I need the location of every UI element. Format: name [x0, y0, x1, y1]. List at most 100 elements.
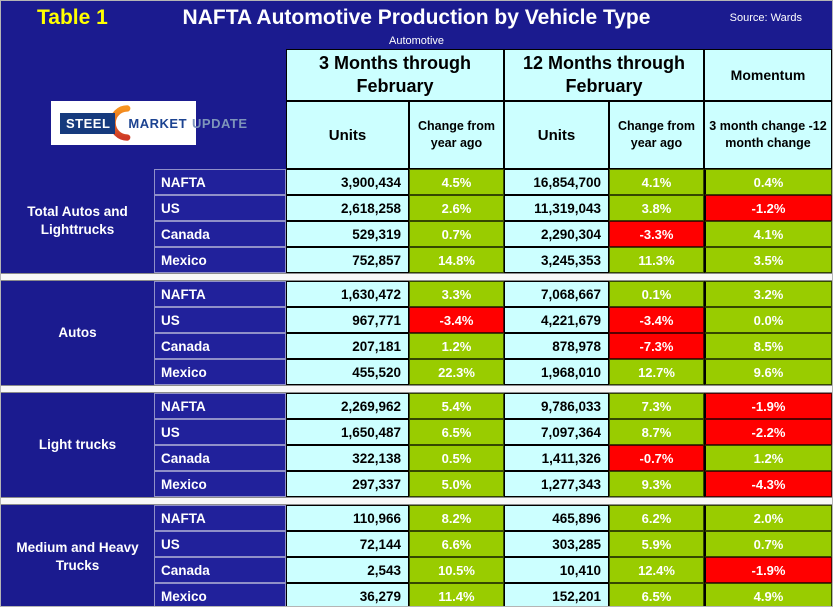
change-3mo-cell: 0.7%: [409, 221, 504, 247]
units-12mo-cell: 10,410: [504, 557, 609, 583]
region-label: NAFTA: [154, 393, 286, 419]
change-3mo-cell: 6.5%: [409, 419, 504, 445]
vehicle-type-group: Light trucks NAFTA 2,269,962 5.4% 9,786,…: [1, 393, 832, 497]
region-label: NAFTA: [154, 505, 286, 531]
table-row: Mexico 297,337 5.0% 1,277,343 9.3% -4.3%: [154, 471, 832, 497]
change-12mo-cell: 12.4%: [609, 557, 704, 583]
units-12mo-cell: 16,854,700: [504, 169, 609, 195]
region-label: Mexico: [154, 359, 286, 385]
units-12mo-cell: 1,277,343: [504, 471, 609, 497]
change-3mo-cell: 6.6%: [409, 531, 504, 557]
units-3mo-cell: 36,279: [286, 583, 409, 606]
logo-update: UPDATE: [192, 115, 248, 131]
region-label: US: [154, 307, 286, 333]
vehicle-type-group: Total Autos and Lighttrucks NAFTA 3,900,…: [1, 169, 832, 273]
units-3mo-cell: 455,520: [286, 359, 409, 385]
units-12mo-cell: 11,319,043: [504, 195, 609, 221]
change-3mo-cell: 0.5%: [409, 445, 504, 471]
header-row-top: 3 Months through February 12 Months thro…: [286, 49, 832, 101]
table-row: US 2,618,258 2.6% 11,319,043 3.8% -1.2%: [154, 195, 832, 221]
table-row: Canada 529,319 0.7% 2,290,304 -3.3% 4.1%: [154, 221, 832, 247]
table-row: NAFTA 1,630,472 3.3% 7,068,667 0.1% 3.2%: [154, 281, 832, 307]
table-header: STEEL MARKET UPDATE 3 Months through Feb…: [1, 49, 832, 169]
momentum-cell: 0.7%: [704, 531, 832, 557]
change-3mo-cell: 22.3%: [409, 359, 504, 385]
change-3mo-cell: 5.4%: [409, 393, 504, 419]
col-header-change-3mo: Change from year ago: [409, 101, 504, 169]
change-12mo-cell: 12.7%: [609, 359, 704, 385]
units-12mo-cell: 4,221,679: [504, 307, 609, 333]
table-row: NAFTA 3,900,434 4.5% 16,854,700 4.1% 0.4…: [154, 169, 832, 195]
page-title: NAFTA Automotive Production by Vehicle T…: [182, 6, 651, 29]
col-header-12-months: 12 Months through February: [504, 49, 704, 101]
momentum-cell: -1.2%: [704, 195, 832, 221]
units-12mo-cell: 9,786,033: [504, 393, 609, 419]
change-12mo-cell: -7.3%: [609, 333, 704, 359]
table-row: Canada 322,138 0.5% 1,411,326 -0.7% 1.2%: [154, 445, 832, 471]
change-3mo-cell: 2.6%: [409, 195, 504, 221]
vehicle-type-group: Autos NAFTA 1,630,472 3.3% 7,068,667 0.1…: [1, 281, 832, 385]
region-label: US: [154, 419, 286, 445]
change-12mo-cell: 6.2%: [609, 505, 704, 531]
col-header-momentum: Momentum: [704, 49, 832, 101]
units-12mo-cell: 303,285: [504, 531, 609, 557]
change-12mo-cell: 6.5%: [609, 583, 704, 606]
group-rows: NAFTA 1,630,472 3.3% 7,068,667 0.1% 3.2%…: [154, 281, 832, 385]
table-body: Total Autos and Lighttrucks NAFTA 3,900,…: [1, 169, 832, 606]
col-header-momentum-sub: 3 month change -12 month change: [704, 101, 832, 169]
units-12mo-cell: 7,097,364: [504, 419, 609, 445]
units-3mo-cell: 967,771: [286, 307, 409, 333]
change-3mo-cell: -3.4%: [409, 307, 504, 333]
column-headers: 3 Months through February 12 Months thro…: [286, 49, 832, 169]
group-rows: NAFTA 110,966 8.2% 465,896 6.2% 2.0% US …: [154, 505, 832, 606]
change-3mo-cell: 4.5%: [409, 169, 504, 195]
group-rows: NAFTA 3,900,434 4.5% 16,854,700 4.1% 0.4…: [154, 169, 832, 273]
table-row: US 1,650,487 6.5% 7,097,364 8.7% -2.2%: [154, 419, 832, 445]
group-separator: [1, 497, 832, 505]
units-3mo-cell: 3,900,434: [286, 169, 409, 195]
group-separator: [1, 273, 832, 281]
region-label: Mexico: [154, 247, 286, 273]
logo-market: MARKET: [128, 115, 188, 131]
region-label: NAFTA: [154, 169, 286, 195]
group-rows: NAFTA 2,269,962 5.4% 9,786,033 7.3% -1.9…: [154, 393, 832, 497]
col-header-3-months: 3 Months through February: [286, 49, 504, 101]
region-label: US: [154, 531, 286, 557]
units-3mo-cell: 297,337: [286, 471, 409, 497]
region-label: Canada: [154, 221, 286, 247]
units-3mo-cell: 529,319: [286, 221, 409, 247]
table-row: NAFTA 2,269,962 5.4% 9,786,033 7.3% -1.9…: [154, 393, 832, 419]
table-number-label: Table 1: [37, 6, 108, 29]
region-label: Mexico: [154, 471, 286, 497]
momentum-cell: -1.9%: [704, 557, 832, 583]
units-12mo-cell: 7,068,667: [504, 281, 609, 307]
momentum-cell: 1.2%: [704, 445, 832, 471]
change-3mo-cell: 10.5%: [409, 557, 504, 583]
header-row-sub: Units Change from year ago Units Change …: [286, 101, 832, 169]
subtitle: Automotive: [388, 35, 445, 47]
change-3mo-cell: 11.4%: [409, 583, 504, 606]
momentum-cell: 0.4%: [704, 169, 832, 195]
table-row: Mexico 752,857 14.8% 3,245,353 11.3% 3.5…: [154, 247, 832, 273]
change-3mo-cell: 3.3%: [409, 281, 504, 307]
units-3mo-cell: 2,269,962: [286, 393, 409, 419]
units-12mo-cell: 3,245,353: [504, 247, 609, 273]
units-3mo-cell: 207,181: [286, 333, 409, 359]
units-3mo-cell: 2,543: [286, 557, 409, 583]
change-12mo-cell: 5.9%: [609, 531, 704, 557]
change-12mo-cell: 3.8%: [609, 195, 704, 221]
table-row: US 967,771 -3.4% 4,221,679 -3.4% 0.0%: [154, 307, 832, 333]
col-header-change-12mo: Change from year ago: [609, 101, 704, 169]
change-12mo-cell: -3.4%: [609, 307, 704, 333]
change-12mo-cell: 11.3%: [609, 247, 704, 273]
region-label: US: [154, 195, 286, 221]
units-12mo-cell: 1,968,010: [504, 359, 609, 385]
group-label: Total Autos and Lighttrucks: [1, 169, 154, 273]
region-label: NAFTA: [154, 281, 286, 307]
change-12mo-cell: 0.1%: [609, 281, 704, 307]
region-label: Mexico: [154, 583, 286, 606]
units-12mo-cell: 465,896: [504, 505, 609, 531]
change-12mo-cell: 7.3%: [609, 393, 704, 419]
momentum-cell: 3.2%: [704, 281, 832, 307]
change-3mo-cell: 5.0%: [409, 471, 504, 497]
